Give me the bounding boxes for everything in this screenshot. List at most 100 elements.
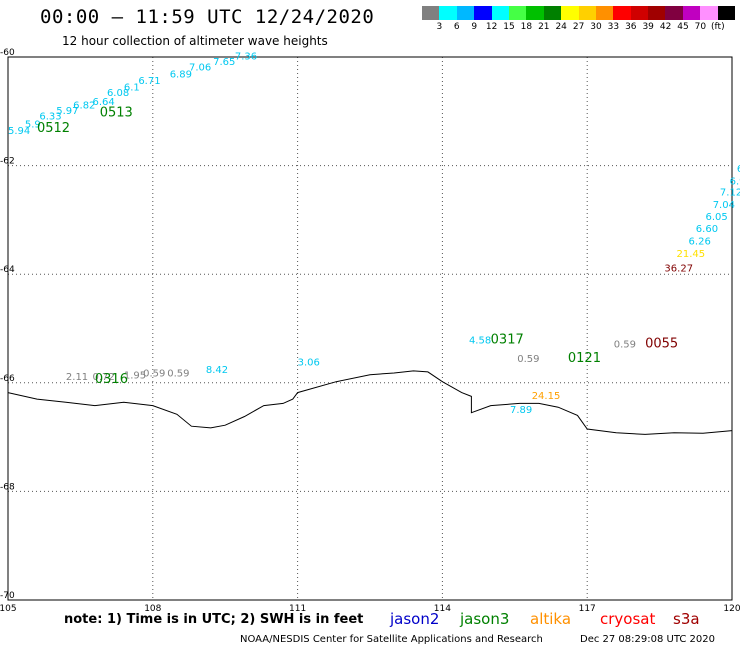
scale-swatch — [648, 6, 666, 20]
scale-swatch — [717, 6, 736, 20]
footer-timestamp: Dec 27 08:29:08 UTC 2020 — [580, 634, 715, 645]
wave-height-value: 36.27 — [664, 263, 693, 274]
scale-label: 30 — [590, 22, 602, 32]
grid-lines — [8, 57, 732, 600]
tick-labels: 105 108 111 114 117 120 -60 -62 -64 -66 -68 -70 — [0, 48, 740, 614]
scale-label: 42 — [659, 22, 672, 32]
y-tick-label: -68 — [0, 482, 15, 492]
pass-time-label: 0055 — [645, 337, 678, 352]
wave-height-value: 7.36 — [235, 52, 257, 63]
x-tick-label: 117 — [579, 604, 596, 614]
wave-height-value: 6.89 — [170, 70, 192, 81]
scale-swatch — [630, 6, 649, 20]
wave-height-value: 6.96 — [730, 177, 740, 188]
wave-height-value: 24.15 — [532, 391, 561, 402]
scale-swatch — [422, 6, 440, 20]
wave-height-value: 4.58 — [469, 336, 491, 347]
scale-label: 21 — [538, 22, 550, 32]
wave-height-value: 5.94 — [8, 126, 30, 137]
scale-swatch — [700, 6, 718, 20]
scale-label: 33 — [607, 22, 620, 32]
wave-height-value: 7.65 — [213, 57, 235, 68]
wave-height-value: 6.64 — [92, 97, 114, 108]
scale-label: 24 — [555, 22, 567, 32]
wave-height-value: 1.95 — [124, 370, 146, 381]
scale-swatch — [474, 6, 492, 20]
scale-label: 18 — [520, 22, 533, 32]
color-scale-bar — [422, 6, 736, 20]
wave-height-value: 0.59 — [143, 368, 165, 379]
pass-time-label: 0316 — [95, 372, 128, 387]
scale-label: 27 — [572, 22, 585, 32]
wave-height-value: 6.33 — [39, 111, 61, 122]
pass-time-label: 0513 — [100, 106, 133, 121]
scale-swatch — [578, 6, 596, 20]
satellite-legend-jason3: jason3 — [460, 610, 510, 628]
y-tick-label: -60 — [0, 48, 15, 58]
map-border — [7, 56, 733, 601]
wave-height-value: 6.05 — [705, 212, 727, 223]
satellite-legend-cryosat: cryosat — [600, 610, 656, 628]
scale-label: 6 — [453, 22, 460, 32]
scale-swatch — [439, 6, 457, 20]
scale-label: 45 — [677, 22, 689, 32]
wave-height-value: 0.59 — [167, 368, 189, 379]
wave-height-value: 21.45 — [676, 249, 705, 260]
footer-credit: NOAA/NESDIS Center for Satellite Applica… — [240, 634, 543, 645]
wave-height-value: 7.06 — [189, 63, 211, 74]
wave-height-value: 0.59 — [517, 354, 539, 365]
x-tick-label: 120 — [723, 604, 740, 614]
scale-label: 15 — [503, 22, 515, 32]
x-tick-label: 105 — [0, 604, 17, 614]
x-tick-label: 111 — [289, 604, 306, 614]
wave-height-value: 3.06 — [298, 357, 320, 368]
wave-height-value: 7.04 — [713, 200, 735, 211]
scale-swatch — [456, 6, 475, 20]
scale-swatch — [508, 6, 527, 20]
y-tick-label: -62 — [0, 157, 15, 167]
pass-time-label: 0512 — [37, 121, 70, 136]
wave-height-value: 0.72 — [92, 372, 114, 383]
y-tick-label: -66 — [0, 374, 15, 384]
x-tick-label: 114 — [434, 604, 451, 614]
satellite-legend-altika: altika — [530, 610, 572, 628]
scale-label: 9 — [471, 22, 478, 32]
wave-height-value: 0.59 — [614, 340, 636, 351]
y-tick-label: -64 — [0, 265, 15, 275]
y-tick-label: -70 — [0, 591, 15, 601]
scale-label: (ft) — [711, 22, 725, 32]
scale-swatch — [682, 6, 701, 20]
scale-swatch — [613, 6, 631, 20]
wave-height-value: 6.26 — [689, 236, 711, 247]
footer-note: note: 1) Time is in UTC; 2) SWH is in fe… — [64, 612, 364, 627]
pass-time-label: 0121 — [568, 351, 601, 366]
satellite-legend-s3a: s3a — [673, 610, 700, 628]
map-subtitle: 12 hour collection of altimeter wave hei… — [62, 34, 328, 48]
wave-height-value: 6.1 — [124, 83, 140, 94]
wave-height-value: 2.11 — [66, 372, 88, 383]
wave-height-value: 7.12 — [720, 187, 740, 198]
scale-swatch — [543, 6, 562, 20]
wave-height-value: 6.60 — [696, 224, 718, 235]
scale-label: 12 — [485, 22, 498, 32]
scale-swatch — [665, 6, 683, 20]
scale-label: 70 — [694, 22, 707, 32]
wave-height-value: 6.71 — [138, 76, 160, 87]
scale-swatch — [561, 6, 579, 20]
scale-label: 3 — [436, 22, 443, 32]
scale-swatch — [595, 6, 614, 20]
scale-label: 36 — [625, 22, 637, 32]
coastline — [7, 370, 733, 435]
scale-swatch — [491, 6, 509, 20]
wave-height-value: 5.9 — [25, 120, 41, 131]
wave-height-value: 8.42 — [206, 365, 228, 376]
satellite-legend-jason2: jason2 — [390, 610, 440, 628]
x-tick-label: 108 — [144, 604, 161, 614]
wave-height-value: 5.97 — [56, 106, 78, 117]
pass-time-label: 0317 — [491, 333, 524, 348]
wave-height-value: 7.89 — [510, 405, 532, 416]
scale-swatch — [526, 6, 544, 20]
